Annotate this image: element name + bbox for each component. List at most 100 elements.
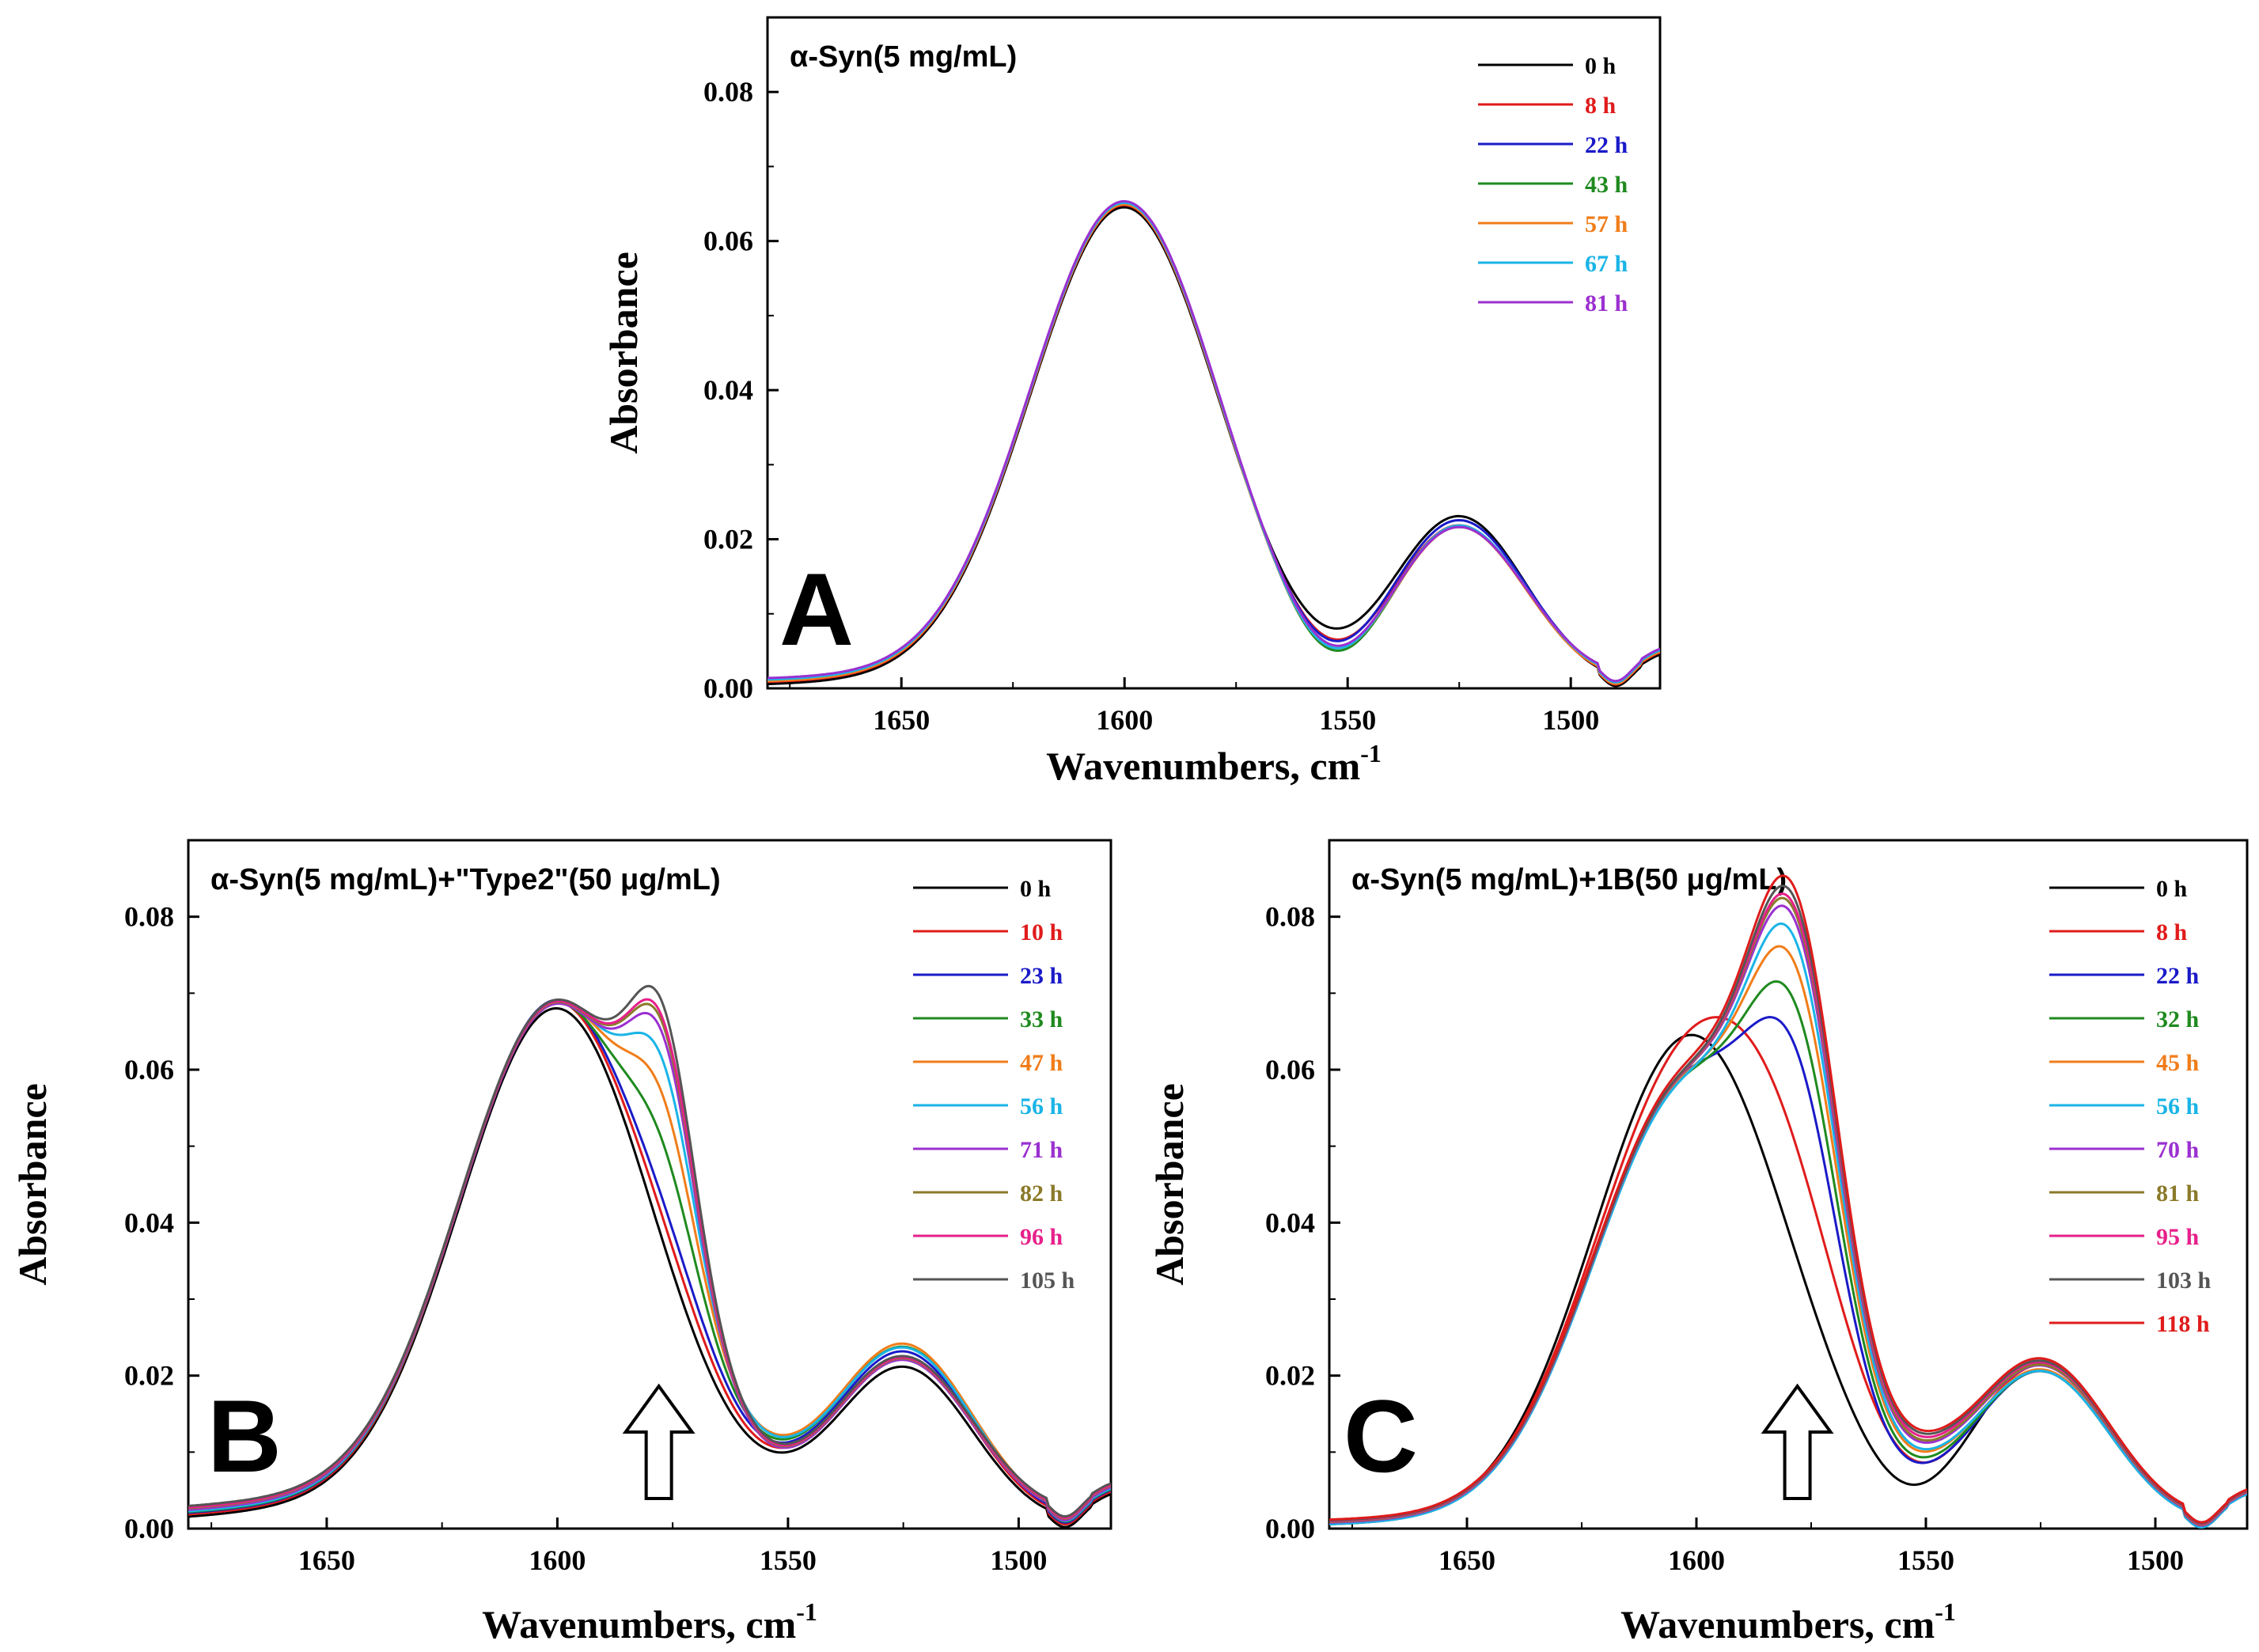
y-tick-label: 0.06 [124, 1054, 174, 1086]
series-line-67h [768, 201, 1660, 684]
y-tick-label: 0.02 [124, 1360, 174, 1392]
panel-title: α-Syn(5 mg/mL) [790, 40, 1017, 74]
x-axis: 1650 1600 1550 1500 [789, 677, 1599, 736]
y-tick-label: 0.08 [124, 901, 174, 933]
x-axis-title-superscript: -1 [1360, 739, 1382, 767]
x-tick-label: 1500 [2127, 1544, 2184, 1576]
panel-letter: A [779, 551, 854, 667]
plot-frame [187, 839, 1112, 1530]
panel-B: 0.00 0.02 0.04 0.06 0.08 1650 1600 1550 1500 Abso… [10, 839, 1112, 1646]
legend-label: 70 h [2156, 1137, 2200, 1163]
panel-letter: C [1344, 1378, 1418, 1494]
legend: 0 h 8 h 22 h 32 h 45 h 56 h 70 h 81 h 95 h 103 h 1… [2049, 876, 2212, 1337]
x-axis-title: Wavenumbers, cm-1 [1046, 739, 1382, 788]
x-axis-title: Wavenumbers, cm-1 [482, 1597, 817, 1646]
x-tick-label: 1600 [529, 1544, 586, 1576]
x-tick-label: 1650 [298, 1544, 355, 1576]
x-tick-label: 1500 [1542, 704, 1599, 736]
legend-label: 32 h [2156, 1006, 2200, 1032]
series-lines [1329, 874, 2247, 1529]
legend-label: 8 h [2156, 919, 2188, 945]
legend-label: 56 h [2156, 1093, 2200, 1120]
y-axis: 0.00 0.02 0.04 0.06 0.08 [124, 901, 199, 1544]
x-axis-title: Wavenumbers, cm-1 [1620, 1597, 1956, 1646]
y-tick-label: 0.04 [1265, 1207, 1315, 1238]
y-axis-title: Absorbance [601, 252, 646, 454]
panel-title: α-Syn(5 mg/mL)+"Type2"(50 μg/mL) [210, 863, 721, 896]
up-arrow-icon [622, 1383, 696, 1500]
series-line-81h [768, 199, 1660, 683]
x-tick-label: 1600 [1668, 1544, 1725, 1576]
legend-label: 95 h [2156, 1224, 2200, 1250]
legend-label: 56 h [1020, 1093, 1063, 1120]
legend-label: 43 h [1585, 172, 1628, 198]
legend-label: 96 h [1020, 1224, 1063, 1250]
y-tick-label: 0.02 [1265, 1360, 1315, 1392]
series-line-0h [768, 206, 1660, 688]
y-tick-label: 0.06 [1265, 1054, 1315, 1086]
x-tick-label: 1550 [760, 1544, 817, 1576]
series-line-0h [188, 1007, 1111, 1529]
legend-label: 8 h [1585, 93, 1617, 119]
legend-label: 67 h [1585, 251, 1628, 277]
panel-A: 0.00 0.02 0.04 0.06 0.08 1650 1600 1550 1500 Abso… [601, 16, 1662, 788]
y-tick-label: 0.08 [1265, 901, 1315, 933]
series-line-43h [768, 200, 1660, 684]
legend-label: 105 h [1020, 1267, 1075, 1294]
legend-label: 22 h [2156, 963, 2200, 989]
plot-frame [1328, 839, 2249, 1530]
y-tick-label: 0.04 [703, 374, 753, 406]
legend-label: 82 h [1020, 1180, 1063, 1207]
legend-label: 81 h [1585, 290, 1628, 316]
x-axis: 1650 1600 1550 1500 [210, 1517, 1047, 1576]
plot-frame [766, 16, 1662, 690]
y-axis: 0.00 0.02 0.04 0.06 0.08 [703, 76, 779, 704]
series-line-56h [1329, 922, 2247, 1529]
y-tick-label: 0.06 [703, 225, 753, 257]
y-axis: 0.00 0.02 0.04 0.06 0.08 [1265, 901, 1340, 1544]
legend-label: 10 h [1020, 919, 1063, 945]
x-tick-label: 1550 [1319, 704, 1376, 736]
y-tick-label: 0.08 [703, 76, 753, 108]
legend-label: 45 h [2156, 1050, 2200, 1076]
series-line-118h [1329, 874, 2247, 1524]
legend-label: 0 h [2156, 876, 2188, 902]
legend-label: 0 h [1585, 53, 1617, 79]
series-lines [768, 199, 1660, 688]
legend-label: 33 h [1020, 1006, 1063, 1032]
legend-label: 0 h [1020, 876, 1052, 902]
y-tick-label: 0.00 [1265, 1513, 1315, 1544]
series-line-22h [768, 202, 1660, 684]
y-tick-label: 0.04 [124, 1207, 174, 1238]
x-axis-title-superscript: -1 [796, 1597, 817, 1626]
y-tick-label: 0.00 [124, 1513, 174, 1544]
y-tick-label: 0.02 [703, 524, 753, 555]
panel-C: 0.00 0.02 0.04 0.06 0.08 1650 1600 1550 1500 Abso… [1147, 839, 2249, 1646]
x-tick-label: 1550 [1897, 1544, 1954, 1576]
legend-label: 23 h [1020, 963, 1063, 989]
legend-label: 57 h [1585, 211, 1628, 237]
legend-label: 47 h [1020, 1050, 1063, 1076]
legend-label: 22 h [1585, 132, 1628, 158]
x-tick-label: 1650 [1438, 1544, 1495, 1576]
x-axis-title-superscript: -1 [1935, 1597, 1956, 1626]
series-line-105h [188, 984, 1111, 1518]
x-axis: 1650 1600 1550 1500 [1351, 1517, 2184, 1576]
x-tick-label: 1650 [873, 704, 930, 736]
series-line-8h [768, 203, 1660, 686]
y-tick-label: 0.00 [703, 673, 753, 704]
up-arrow-icon [1761, 1383, 1834, 1500]
legend: 0 h 10 h 23 h 33 h 47 h 56 h 71 h 82 h 96 h 105 h [913, 876, 1075, 1294]
legend-label: 118 h [2156, 1311, 2210, 1337]
legend-label: 71 h [1020, 1137, 1063, 1163]
y-axis-title: Absorbance [1147, 1083, 1192, 1286]
legend: 0 h 8 h 22 h 43 h 57 h 67 h 81 h [1478, 53, 1628, 316]
series-line-57h [768, 203, 1660, 685]
series-lines [188, 984, 1111, 1529]
panel-letter: B [207, 1378, 282, 1494]
x-tick-label: 1600 [1096, 704, 1153, 736]
panel-title: α-Syn(5 mg/mL)+1B(50 μg/mL) [1351, 863, 1787, 896]
legend-label: 81 h [2156, 1180, 2200, 1207]
x-tick-label: 1500 [990, 1544, 1047, 1576]
